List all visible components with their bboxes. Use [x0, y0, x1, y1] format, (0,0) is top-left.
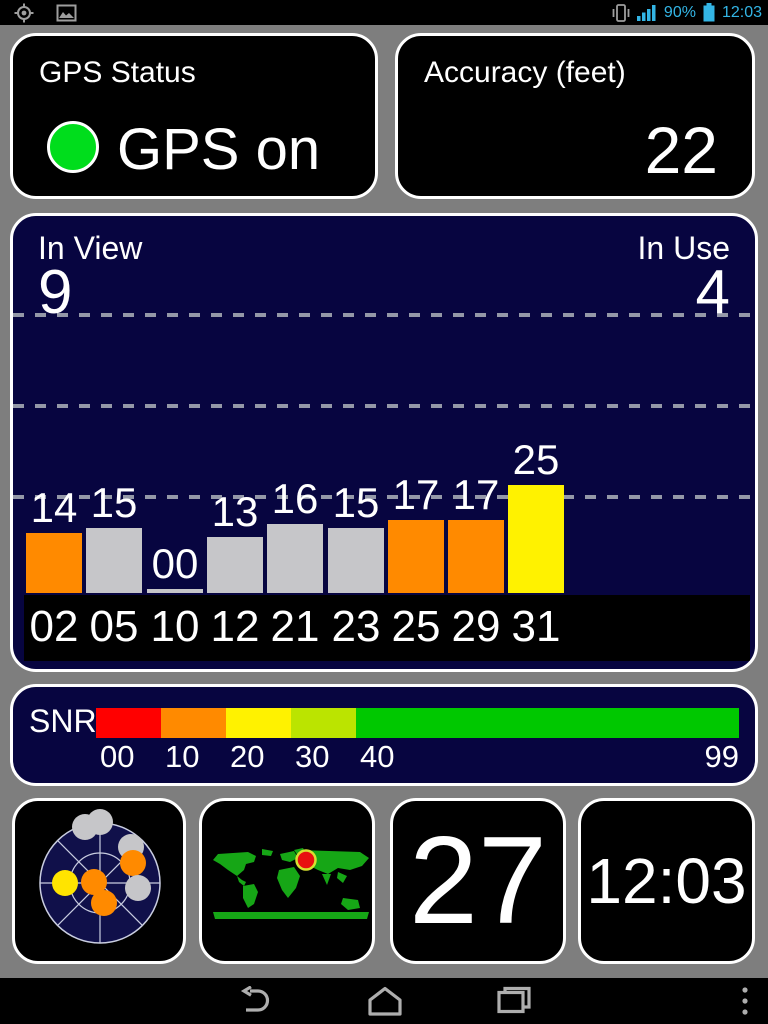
snr-bar-value-25: 17	[392, 471, 440, 518]
snr-bar-value-23: 15	[332, 479, 380, 526]
snr-tick-20: 20	[230, 739, 265, 774]
snr-tick-10: 10	[165, 739, 200, 774]
gps-status-indicator	[47, 121, 99, 173]
snr-bar-25	[388, 520, 444, 593]
back-icon[interactable]	[237, 986, 273, 1016]
satellite-dot-5	[81, 869, 107, 895]
snr-bar-value-05: 15	[90, 479, 138, 526]
count-value: 27	[409, 812, 547, 950]
gps-active-icon	[14, 3, 34, 22]
status-clock: 12:03	[721, 4, 762, 21]
prn-label-23: 23	[331, 602, 381, 651]
in-use-label: In Use	[637, 230, 730, 266]
clock-card[interactable]: 12:03	[578, 798, 755, 964]
snr-segment-0-10	[96, 708, 161, 738]
snr-tick-00: 00	[100, 739, 135, 774]
prn-label-21: 21	[270, 602, 320, 651]
count-card[interactable]: 27	[390, 798, 566, 964]
satellite-dot-7	[125, 875, 151, 901]
snr-legend-card[interactable]: SNR 00 10 20 30 40 99	[10, 684, 758, 786]
snr-segment-40-99	[356, 708, 739, 738]
prn-label-12: 12	[210, 602, 260, 651]
accuracy-value: 22	[644, 113, 718, 187]
skyplot-card[interactable]	[12, 798, 186, 964]
snr-bar-29	[448, 520, 504, 593]
clock-value: 12:03	[586, 845, 747, 917]
accuracy-card[interactable]: Accuracy (feet) 22	[395, 33, 755, 199]
snr-bar-31	[508, 485, 564, 593]
snr-segment-30-40	[291, 708, 356, 738]
snr-bar-value-21: 16	[271, 475, 319, 522]
world-map	[213, 848, 369, 919]
gridline	[13, 313, 755, 317]
gps-status-title: GPS Status	[39, 56, 196, 89]
prn-label-10: 10	[150, 602, 200, 651]
snr-bar-23	[328, 528, 384, 593]
satellite-dot-1	[87, 809, 113, 835]
location-marker	[295, 849, 317, 871]
navigation-bar	[0, 978, 768, 1024]
gps-status-card[interactable]: GPS Status GPS on	[10, 33, 378, 199]
snr-segment-20-30	[226, 708, 291, 738]
snr-label: SNR	[29, 703, 97, 739]
screenshot-icon	[56, 4, 77, 21]
snr-bar-value-12: 13	[211, 488, 259, 535]
snr-segment-10-20	[161, 708, 226, 738]
signal-icon	[636, 5, 656, 21]
snr-tick-99: 99	[704, 739, 739, 774]
prn-label-02: 02	[29, 602, 79, 651]
accuracy-title: Accuracy (feet)	[424, 56, 626, 89]
snr-tick-40: 40	[360, 739, 395, 774]
prn-label-31: 31	[511, 602, 561, 651]
satellite-dot-6	[91, 890, 117, 916]
battery-icon	[703, 3, 715, 22]
world-map-card[interactable]	[199, 798, 375, 964]
snr-bar-value-29: 17	[452, 471, 500, 518]
skyplot	[39, 809, 161, 944]
snr-bar-02	[26, 533, 82, 593]
prn-label-05: 05	[89, 602, 139, 651]
snr-bar-12	[207, 537, 263, 593]
prn-label-29: 29	[451, 602, 501, 651]
vibrate-icon	[612, 3, 630, 22]
snr-bar-value-02: 14	[30, 484, 78, 531]
recents-icon[interactable]	[496, 986, 532, 1016]
in-use-value: 4	[695, 258, 730, 327]
in-view-label: In View	[38, 230, 143, 266]
battery-percent: 90%	[663, 4, 696, 21]
snr-bar-21	[267, 524, 323, 593]
prn-label-25: 25	[391, 602, 441, 651]
snr-bar-05	[86, 528, 142, 593]
gps-status-value: GPS on	[117, 117, 321, 182]
snr-bar-value-10: 00	[151, 540, 199, 587]
gridline	[13, 404, 755, 408]
home-icon[interactable]	[367, 986, 403, 1016]
gridline	[13, 495, 755, 499]
snr-tick-30: 30	[295, 739, 330, 774]
in-view-value: 9	[38, 258, 73, 327]
satellite-dot-4	[52, 870, 78, 896]
menu-icon[interactable]	[741, 986, 749, 1016]
snr-bar-10	[147, 589, 203, 593]
satellite-dot-3	[120, 850, 146, 876]
snr-bar-value-31: 25	[512, 436, 560, 483]
status-bar: 90% 12:03	[0, 0, 768, 25]
prn-axis-strip: 02 05 10 12 21 23 25 29 31	[24, 595, 750, 661]
satellite-signal-card[interactable]: In View 9 In Use 4 14 15 00 13 16 15 17 17 25 02…	[10, 213, 758, 672]
